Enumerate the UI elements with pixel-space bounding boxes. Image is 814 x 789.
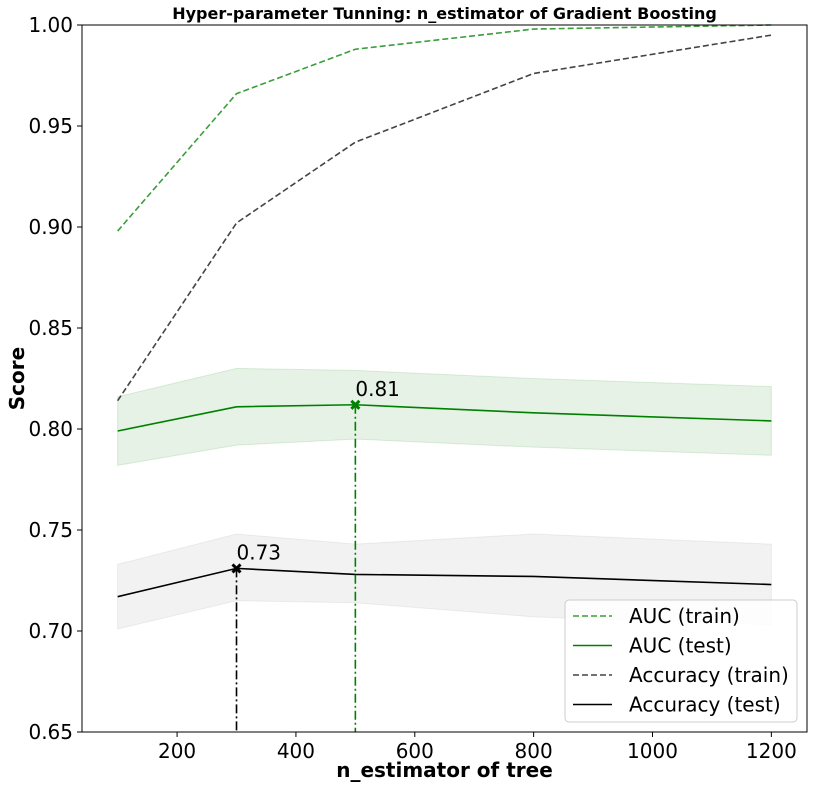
- x-tick-label: 200: [158, 739, 196, 763]
- y-tick-label: 0.65: [28, 720, 73, 744]
- y-tick-label: 0.95: [28, 114, 73, 138]
- series-lines: [116, 24, 772, 598]
- legend-label-auc-train: AUC (train): [629, 604, 740, 628]
- legend-label-accuracy-test: Accuracy (test): [629, 693, 781, 717]
- confidence-bands: [117, 367, 772, 630]
- series-line-accuracy-test: [117, 567, 772, 598]
- x-tick-label: 600: [396, 739, 434, 763]
- x-tick-label: 400: [277, 739, 315, 763]
- annotation-marker: [350, 399, 361, 410]
- y-tick-label: 0.85: [28, 316, 73, 340]
- plot-frame: [81, 24, 808, 733]
- band-auc-test: [117, 367, 772, 466]
- y-axis-ticks: 0.65 0.70 0.75 0.80 0.85 0.90 0.95 1.00: [28, 13, 82, 744]
- y-tick-label: 0.75: [28, 518, 73, 542]
- legend: AUC (train) AUC (test) Accuracy (train) Acc…: [564, 599, 798, 723]
- x-tick-label: 1000: [627, 739, 678, 763]
- y-tick-label: 1.00: [28, 13, 73, 37]
- x-tick-label: 800: [515, 739, 553, 763]
- x-axis-ticks: 200 400 600 800 1000 1200: [158, 732, 797, 763]
- y-tick-label: 0.90: [28, 215, 73, 239]
- legend-label-auc-test: AUC (test): [629, 634, 732, 658]
- x-axis-title: n_estimator of tree: [336, 758, 553, 782]
- annotation-label: 0.73: [237, 540, 282, 564]
- chart-title: Hyper-parameter Tunning: n_estimator of …: [172, 4, 717, 23]
- annotation-marker: [231, 563, 242, 574]
- x-tick-label: 1200: [746, 739, 797, 763]
- best-score-annotations: 0.81 0.73: [231, 377, 400, 732]
- series-line-accuracy-train: [116, 34, 772, 402]
- y-tick-label: 0.70: [28, 619, 73, 643]
- y-axis-title: Score: [5, 347, 29, 410]
- y-tick-label: 0.80: [28, 417, 73, 441]
- annotation-label: 0.81: [355, 377, 400, 401]
- series-line-auc-train: [117, 24, 772, 232]
- legend-label-accuracy-train: Accuracy (train): [629, 663, 789, 687]
- legend-box: [564, 599, 798, 723]
